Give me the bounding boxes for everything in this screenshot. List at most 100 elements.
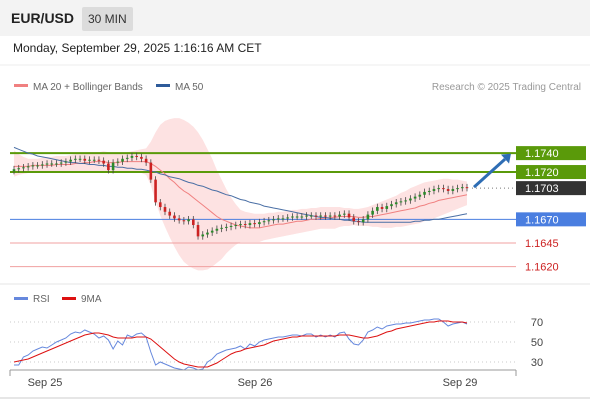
candle-body [272,219,275,221]
candle [394,199,398,208]
candle-body [276,218,280,220]
candle [267,216,271,225]
candle-body [196,225,200,237]
legend-swatch-rsi-ma [62,297,76,300]
candle [437,184,440,193]
candle-body [22,167,25,169]
candle-body [83,158,87,161]
candle [262,217,266,226]
candle [291,213,294,221]
candle [149,159,153,183]
candle [366,211,370,223]
candle-body [371,210,374,215]
timeframe-badge[interactable]: 30 MIN [82,7,133,31]
legend-swatch-rsi [14,297,28,300]
x-tick-label: Sep 25 [28,377,63,389]
rsi-tick-label: 50 [531,337,543,349]
candle [328,212,332,220]
legend-label-ma50: MA 50 [175,82,204,93]
candle-body [442,188,445,190]
candle-body [17,168,21,170]
candle [276,215,280,223]
candle-body [343,213,346,215]
candle [404,197,407,205]
candle [409,195,412,204]
candle [305,212,308,220]
candle-body [144,158,148,163]
candle [243,220,247,229]
candle-body [394,202,398,205]
candle-body [380,207,384,209]
candle-body [229,225,233,227]
candle-body [409,198,412,201]
x-axis: Sep 25 Sep 26 Sep 29 [9,369,517,389]
candle-body [267,220,271,222]
candle [281,215,285,222]
candle [427,187,431,196]
candle-body [432,189,436,191]
candle [135,152,138,161]
candle-body [404,200,407,202]
candle-body [135,155,138,157]
candle-body [92,159,96,161]
candle-body [258,222,261,225]
candle-body [69,159,72,162]
candle [140,153,143,163]
level-label-resistance: 1.1740 [525,148,559,160]
level-label-resistance: 1.1720 [525,167,559,179]
candle-body [234,225,238,227]
candle-body [385,206,389,209]
candle [36,162,39,169]
candle-body [31,165,35,167]
candle [154,176,157,206]
level-label-bg [516,146,586,161]
candle-body [88,159,91,161]
candle [248,219,252,229]
candle [343,210,346,218]
candle [465,183,469,192]
candle-body [173,215,176,219]
candle-body [41,164,44,166]
candle-body [305,215,308,217]
candle-body [201,234,205,237]
candle [385,202,389,213]
candle [206,229,209,238]
candle [196,221,200,240]
candle [460,183,464,192]
symbol-label: EUR/USD [11,10,75,26]
candle [12,165,16,175]
candle [102,157,105,167]
candle-body [460,187,464,189]
candle-body [286,217,289,219]
candle [300,213,304,220]
candle [144,155,148,166]
candle [314,212,318,220]
level-label-bg [516,212,586,227]
candle [26,163,30,171]
candle-body [248,223,252,226]
candle-body [281,218,285,220]
legend-label-ma20: MA 20 + Bollinger Bands [33,82,143,93]
candle-body [177,218,181,221]
legend-swatch-ma50 [156,84,170,87]
candle-body [376,207,379,211]
candle [50,160,54,167]
candle-body [125,157,129,159]
candle-body [154,179,157,203]
candle [361,216,365,226]
candle [41,161,44,169]
candle-body [206,232,209,235]
rsi-lines [13,318,468,371]
candle-body [192,219,195,226]
candle-body [295,216,299,218]
candles [12,152,469,240]
candle-body [427,190,431,192]
candle-body [314,215,318,217]
candle-body [324,215,327,217]
candle-body [12,169,16,172]
candle-body [451,189,455,191]
candle [446,185,450,195]
candle-body [130,155,134,158]
candle-body [140,156,143,159]
candle [418,191,422,200]
